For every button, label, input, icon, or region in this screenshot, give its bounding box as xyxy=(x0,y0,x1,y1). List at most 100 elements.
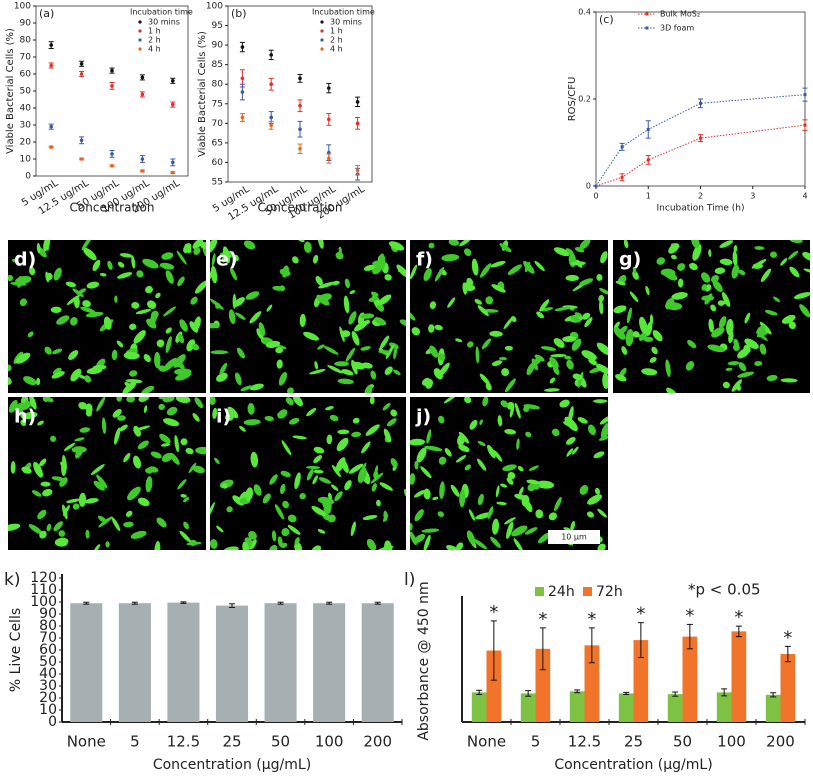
cell xyxy=(85,311,104,318)
data-point xyxy=(699,136,702,140)
cell xyxy=(37,509,47,520)
cell xyxy=(194,397,204,409)
legend-label: 2 h xyxy=(330,36,343,45)
cell xyxy=(233,297,245,307)
cell xyxy=(596,363,608,375)
cell xyxy=(482,397,489,407)
cell xyxy=(498,356,507,361)
cell xyxy=(444,448,452,457)
cell xyxy=(572,373,583,381)
y-tick-label: 20 xyxy=(39,690,57,706)
annotation: *p < 0.05 xyxy=(688,581,761,599)
micrograph: i) xyxy=(210,397,406,550)
cell xyxy=(487,506,494,519)
cell xyxy=(423,488,431,500)
cells xyxy=(210,240,406,393)
data-point xyxy=(298,76,302,81)
cell xyxy=(668,243,680,254)
cell xyxy=(457,433,466,446)
cell xyxy=(434,324,443,331)
y-tick-label: 100 xyxy=(30,594,57,610)
cell xyxy=(383,428,392,443)
x-tick-label: 12.5 xyxy=(167,733,200,751)
cell xyxy=(133,330,146,344)
cell xyxy=(150,451,162,459)
significance-marker: * xyxy=(587,609,596,630)
cell xyxy=(574,312,583,317)
cell xyxy=(285,397,294,406)
cell xyxy=(42,397,50,402)
data-point xyxy=(171,79,175,83)
cell xyxy=(160,443,171,447)
cell xyxy=(210,265,218,284)
cell xyxy=(96,397,106,412)
cell xyxy=(499,243,512,253)
cell xyxy=(64,442,76,451)
x-tick-label: None xyxy=(67,733,106,751)
cell xyxy=(351,431,362,438)
x-tick-label: 25 xyxy=(222,733,241,751)
cell xyxy=(464,397,472,404)
cell xyxy=(396,264,406,278)
data-point xyxy=(140,169,145,173)
cell xyxy=(735,383,742,391)
data-point xyxy=(646,127,650,131)
legend-swatch xyxy=(535,587,544,596)
cell xyxy=(704,293,713,305)
x-axis-label: Concentration (μg/mL) xyxy=(554,757,712,773)
cell xyxy=(123,521,134,528)
legend-label: 4 h xyxy=(148,45,161,54)
cell xyxy=(447,297,456,308)
cell xyxy=(479,373,491,386)
cell xyxy=(504,517,516,525)
micrograph: g) xyxy=(613,240,810,393)
cell xyxy=(211,253,216,267)
cell xyxy=(789,240,803,244)
cell xyxy=(414,533,426,544)
cell xyxy=(116,397,123,402)
cell xyxy=(426,429,432,444)
cell xyxy=(243,240,256,250)
cell xyxy=(733,245,738,253)
panel: None 5 12.5 25 50 100 200 Absorbance @ 450 nm Co… xyxy=(404,570,806,773)
cell xyxy=(420,466,432,479)
scale-bar-bg xyxy=(548,530,600,544)
legend-title: Incubation time xyxy=(130,8,193,17)
cell xyxy=(340,458,349,473)
panel-label: (c) xyxy=(599,13,614,26)
cell xyxy=(169,452,180,465)
cell xyxy=(689,262,698,271)
cell xyxy=(641,325,648,333)
x-axis-label: Concentration (μg/mL) xyxy=(153,757,311,773)
cell xyxy=(615,374,627,382)
cell xyxy=(438,415,445,424)
x-tick-label: 200 xyxy=(363,733,392,751)
y-tick-label: 80 xyxy=(212,80,224,90)
cell xyxy=(626,307,632,324)
cell xyxy=(348,311,357,325)
data-point xyxy=(298,146,302,151)
cell xyxy=(99,272,107,277)
image-label: i) xyxy=(216,406,231,428)
cell xyxy=(433,368,443,380)
legend-label: 72h xyxy=(596,584,623,600)
cell xyxy=(737,348,750,359)
micrograph: j) xyxy=(410,397,608,550)
cell xyxy=(416,447,427,463)
cell xyxy=(390,458,398,468)
legend-marker xyxy=(645,12,649,16)
cell xyxy=(216,372,228,382)
cell xyxy=(374,317,387,326)
cell xyxy=(156,517,167,528)
cell xyxy=(587,424,596,436)
cell xyxy=(278,372,288,386)
cell xyxy=(685,361,695,371)
bar xyxy=(215,605,249,722)
cell xyxy=(423,268,432,282)
legend-marker xyxy=(138,38,142,42)
cell xyxy=(471,258,479,276)
data-point xyxy=(140,92,145,97)
cell xyxy=(161,252,174,260)
image-label: d) xyxy=(14,249,36,271)
